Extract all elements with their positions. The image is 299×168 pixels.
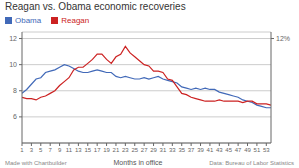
svg-text:9: 9 [58,147,62,153]
svg-text:17: 17 [94,147,101,153]
svg-text:45: 45 [225,147,232,153]
svg-text:15: 15 [84,147,91,153]
svg-text:19: 19 [103,147,110,153]
svg-text:29: 29 [150,147,157,153]
svg-text:7: 7 [49,147,53,153]
html-text:Months in office: Months in office [113,159,163,166]
svg-text:5: 5 [39,147,43,153]
html-text:Reagan: Reagan [61,16,90,25]
svg-text:13: 13 [75,147,82,153]
svg-text:49: 49 [244,147,251,153]
svg-text:10: 10 [9,61,17,68]
svg-text:25: 25 [131,147,138,153]
html-text:Made with Chartbuilder: Made with Chartbuilder [5,159,67,166]
svg-text:1: 1 [20,147,24,153]
svg-text:35: 35 [178,147,185,153]
svg-text:31: 31 [160,147,167,153]
html-text:Data: Bureau of Labor Statisti: Data: Bureau of Labor Statistics [209,159,294,166]
svg-text:23: 23 [122,147,129,153]
svg-text:12%: 12% [276,35,290,42]
svg-text:47: 47 [235,147,242,153]
svg-text:53: 53 [263,147,270,153]
svg-text:41: 41 [207,147,214,153]
svg-text:51: 51 [254,147,261,153]
html-text:Obama: Obama [15,16,42,25]
svg-text:11: 11 [66,147,73,153]
svg-text:39: 39 [197,147,204,153]
html-text:Reagan vs. Obama economic reco: Reagan vs. Obama economic recoveries [5,1,186,12]
svg-text:21: 21 [113,147,120,153]
svg-text:43: 43 [216,147,223,153]
svg-text:3: 3 [30,147,34,153]
svg-text:37: 37 [188,147,195,153]
svg-text:12: 12 [9,35,17,42]
svg-text:8: 8 [13,87,17,94]
svg-text:27: 27 [141,147,148,153]
svg-text:6: 6 [13,113,17,120]
svg-text:33: 33 [169,147,176,153]
